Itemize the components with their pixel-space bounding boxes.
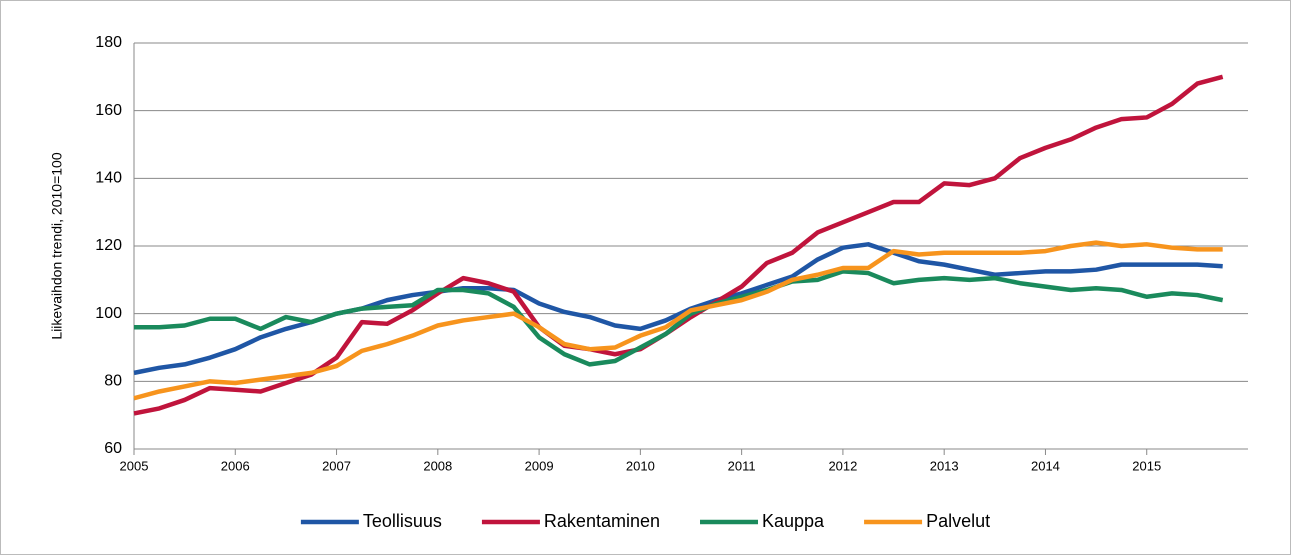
x-tick-label: 2013 xyxy=(930,458,959,473)
x-tick-label: 2014 xyxy=(1031,458,1060,473)
x-tick-label: 2015 xyxy=(1132,458,1161,473)
x-tick-label: 2009 xyxy=(525,458,554,473)
x-tick-label: 2007 xyxy=(322,458,351,473)
legend-label: Teollisuus xyxy=(363,511,442,531)
y-axis-label: Liikevaihdon trendi, 2010=100 xyxy=(49,152,65,339)
y-tick-label: 160 xyxy=(95,102,122,119)
y-tick-label: 80 xyxy=(104,373,122,390)
y-tick-label: 60 xyxy=(104,440,122,457)
y-tick-label: 100 xyxy=(95,305,122,322)
x-tick-label: 2012 xyxy=(828,458,857,473)
legend-label: Rakentaminen xyxy=(544,511,660,531)
series-line xyxy=(133,240,1223,401)
legend-label: Palvelut xyxy=(926,511,990,531)
series-line xyxy=(134,269,1224,367)
y-tick-label: 120 xyxy=(95,237,122,254)
x-tick-label: 2010 xyxy=(626,458,655,473)
y-tick-label: 180 xyxy=(95,34,122,51)
x-tick-label: 2005 xyxy=(120,458,149,473)
x-tick-label: 2006 xyxy=(221,458,250,473)
y-tick-label: 140 xyxy=(95,170,122,187)
legend-label: Kauppa xyxy=(762,511,825,531)
x-tick-label: 2011 xyxy=(728,458,756,473)
x-tick-label: 2008 xyxy=(423,458,452,473)
